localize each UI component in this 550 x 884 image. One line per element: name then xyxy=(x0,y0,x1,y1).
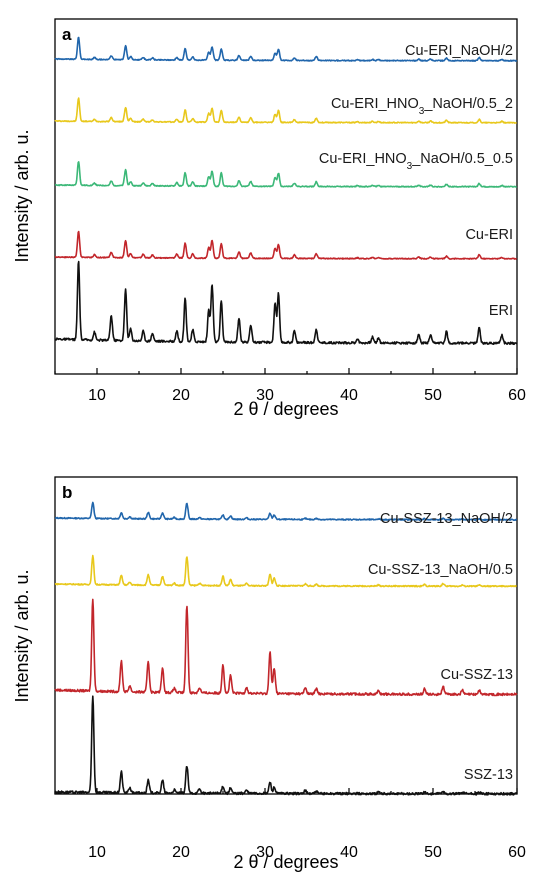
x-tick-label: 10 xyxy=(88,844,106,861)
panel-b: b 10 20 30 40 50 60 Cu-SSZ-13_NaOH/2Cu-SSZ-13… xyxy=(12,476,526,872)
x-tick-label: 10 xyxy=(88,387,106,404)
diffraction-trace xyxy=(54,598,518,697)
panel-a-y-axis-title: Intensity / arb. u. xyxy=(12,129,32,262)
panel-a-series-labels: Cu-ERI_NaOH/2 Cu-ERI_HNO3_NaOH/0.5_2 Cu-ER… xyxy=(319,43,513,319)
diffraction-trace xyxy=(54,554,517,588)
x-tick-label: 60 xyxy=(508,844,526,861)
series-label: SSZ-13 xyxy=(464,767,513,783)
x-tick-label: 60 xyxy=(508,387,526,404)
x-tick-label: 50 xyxy=(424,387,442,404)
x-tick-label: 20 xyxy=(172,844,190,861)
panel-b-series-labels: Cu-SSZ-13_NaOH/2 Cu-SSZ-13_NaOH/0.5 Cu-SSZ… xyxy=(368,511,513,783)
x-tick-label: 40 xyxy=(340,387,358,404)
panel-a-letter: a xyxy=(62,25,72,44)
diffraction-trace xyxy=(54,97,517,124)
panel-b-y-axis-title: Intensity / arb. u. xyxy=(12,569,32,702)
diffraction-trace xyxy=(54,230,517,260)
panel-b-x-ticks: 10 20 30 40 50 60 xyxy=(54,788,526,861)
panel-b-traces xyxy=(54,501,518,796)
x-tick-label: 40 xyxy=(340,844,358,861)
panel-a: a 10 20 30 40 50 60 Cu-ERI_NaOH/2 Cu-ERI_HNO3_… xyxy=(12,18,526,419)
series-label: Cu-SSZ-13 xyxy=(440,667,513,683)
series-label: Cu-ERI_NaOH/2 xyxy=(405,43,513,59)
x-tick-label: 20 xyxy=(172,387,190,404)
diffraction-trace xyxy=(54,501,518,521)
x-tick-label: 50 xyxy=(424,844,442,861)
panel-a-x-axis-title: 2 θ / degrees xyxy=(233,399,338,419)
diffraction-trace xyxy=(54,260,517,346)
series-label: Cu-ERI_HNO3_NaOH/0.5_2 xyxy=(331,96,513,117)
series-label: Cu-SSZ-13_NaOH/0.5 xyxy=(368,562,513,578)
series-label: ERI xyxy=(489,303,513,319)
panel-b-letter: b xyxy=(62,483,72,502)
panel-a-traces xyxy=(54,36,518,346)
series-label: Cu-ERI xyxy=(465,227,513,243)
diffraction-trace xyxy=(54,161,518,188)
panel-a-plot-frame xyxy=(54,18,518,375)
series-label: Cu-ERI_HNO3_NaOH/0.5_0.5 xyxy=(319,151,513,172)
diffraction-trace xyxy=(54,695,518,796)
x-tick-label: 30 xyxy=(256,844,274,861)
panel-a-x-ticks: 10 20 30 40 50 60 xyxy=(54,368,526,404)
diffraction-trace xyxy=(54,36,518,62)
series-label: Cu-SSZ-13_NaOH/2 xyxy=(380,511,513,527)
x-tick-label: 30 xyxy=(256,387,274,404)
panel-b-x-axis-title: 2 θ / degrees xyxy=(233,852,338,872)
